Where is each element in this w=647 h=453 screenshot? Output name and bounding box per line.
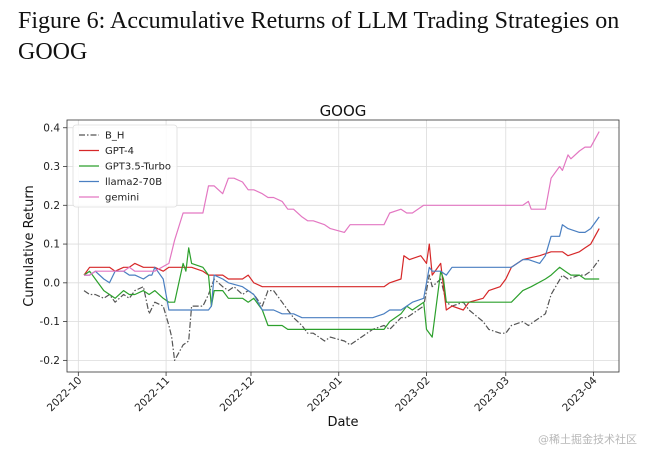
series-line-gpt3-5-turbo <box>83 247 600 338</box>
x-axis-label: Date <box>327 415 358 430</box>
series-line-gpt-4 <box>83 228 600 311</box>
plot-frame <box>66 119 620 373</box>
series-line-gemini <box>84 131 600 276</box>
x-tick-label: 2022-11 <box>133 375 173 415</box>
x-tick-label: 2023-01 <box>305 375 345 415</box>
x-tick-label: 2023-02 <box>393 375 433 415</box>
y-tick-label: 0.1 <box>43 239 60 251</box>
series-lines <box>83 131 600 361</box>
x-tick-label: 2022-10 <box>45 375 85 415</box>
series-line-b-h <box>83 259 600 361</box>
legend-box <box>72 124 178 208</box>
y-tick-label: 0.0 <box>43 277 60 289</box>
x-tick-label: 2023-03 <box>472 375 512 415</box>
legend-label: gemini <box>105 193 139 204</box>
legend-label: GPT-4 <box>105 146 134 157</box>
y-tick-label: 0.3 <box>43 161 60 173</box>
y-tick-label: -0.1 <box>40 316 61 328</box>
x-tick-label: 2022-12 <box>218 375 258 415</box>
legend-label: llama2-70B <box>105 177 162 188</box>
watermark: @稀土掘金技术社区 <box>538 433 637 446</box>
chart-title: GOOG <box>320 102 367 120</box>
y-axis-label: Cumulative Return <box>22 185 37 306</box>
y-tick-label: -0.2 <box>40 355 61 367</box>
y-tick-label: 0.4 <box>43 122 60 134</box>
figure-caption: Figure 6: Accumulative Returns of LLM Tr… <box>18 8 620 65</box>
legend-label: GPT3.5-Turbo <box>105 162 171 173</box>
y-tick-label: 0.2 <box>43 200 60 212</box>
x-tick-label: 2023-04 <box>560 374 600 414</box>
legend: B_H GPT-4 GPT3.5-Turbo llama2-70B gemini <box>72 124 178 208</box>
legend-label: B_H <box>105 131 124 142</box>
series-line-llama2-70b <box>84 216 600 319</box>
